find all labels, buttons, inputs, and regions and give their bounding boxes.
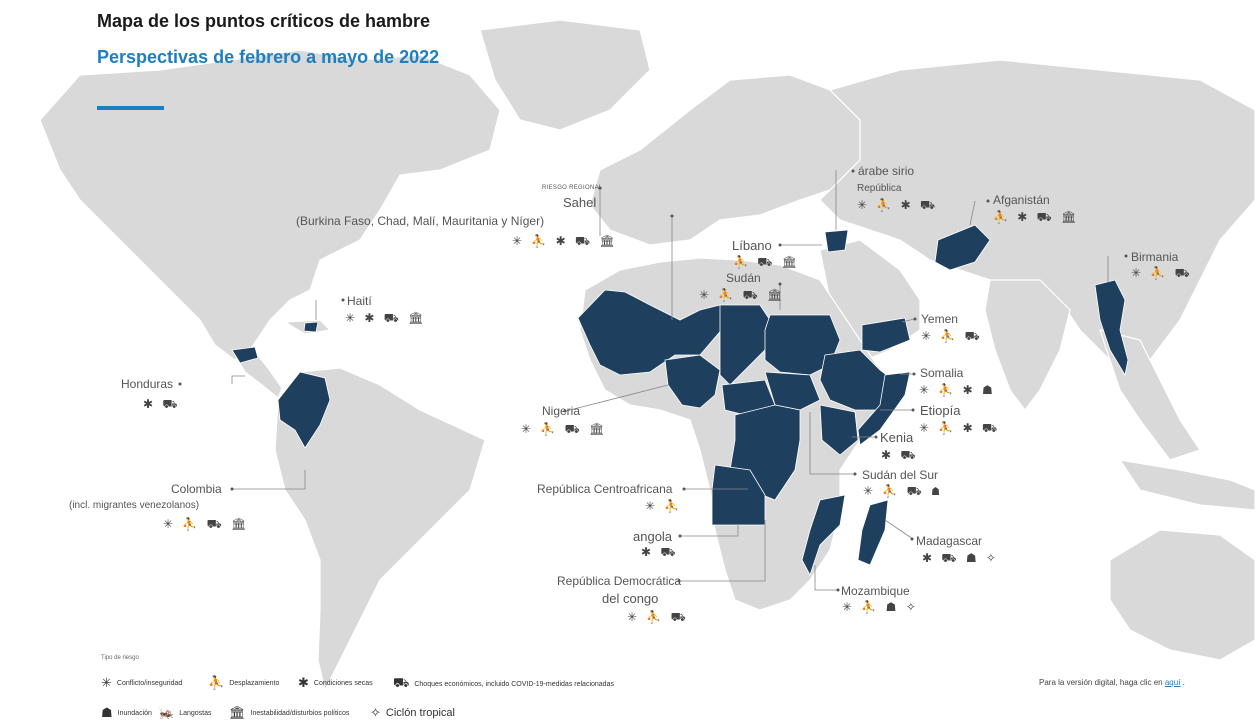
risk-icons-sudan: ✳ ⛹ ⛟ 🏛 [699,288,786,302]
hotspot-afghanistan [934,224,991,271]
legend-title: Tipo de riesgo [101,655,139,661]
legend-item-economic: ⛟ Choques económicos, incluido COVID-19-m… [393,675,614,690]
digital-version-link[interactable]: aquí [1164,678,1181,687]
risk-icons-etiopia: ✳ ⛹ ✱ ⛟ [919,421,1001,435]
label-car: República Centroafricana [537,482,673,496]
conflict-icon: ✳ [101,675,112,690]
label-madagascar: Madagascar [916,534,983,548]
label-haiti: Haití [347,294,372,308]
hotspot-honduras [231,346,259,364]
risk-icons-afganistan: ⛹ ✱ ⛟ 🏛 [993,210,1080,224]
label-libano: Líbano [732,238,772,253]
hotspot-madagascar [857,499,889,566]
risk-icons-libano: ⛹ ⛟ 🏛 [733,255,800,269]
label-yemen: Yemen [921,312,958,326]
label-angola: angola [633,529,673,544]
hotspot-mozambique [801,494,846,577]
risk-icons-nigeria: ✳ ⛹ ⛟ 🏛 [521,422,608,436]
label-nigeria: Nigeria [542,404,581,418]
label-honduras: Honduras [121,377,174,391]
label-colombia: Colombia [171,482,222,496]
cyclone-icon: ✧ [370,705,381,720]
legend-item-conflict: ✳ Conflicto/inseguridad [101,675,183,690]
risk-icons-kenia: ✱ ⛟ [881,448,919,462]
map-subtitle: Perspectivas de febrero a mayo de 2022 [97,47,440,67]
risk-icons-mozambique: ✳ ⛹ ☗ ✧ [842,600,919,614]
risk-icons-sudan-del-sur: ✳ ⛹ ⛟ ☗ [863,484,943,498]
label-etiopia: Etiopía [920,403,961,418]
locust-icon: 🦗 [158,705,175,720]
asia [819,59,1256,381]
label-somalia: Somalia [920,366,964,380]
risk-icons-honduras: ✱ ⛟ [143,397,181,411]
hotspot-haiti [303,321,319,333]
label-sahel: Sahel [563,195,597,210]
label-drc-note: del congo [602,591,659,606]
hotspot-south-sudan [764,371,821,411]
risk-icons-somalia: ✳ ⛹ ✱ ☗ [919,383,996,397]
title-accent-bar [97,106,164,110]
displacement-icon: ⛹ [208,675,225,690]
flood-icon: ☗ [101,705,113,720]
legend-item-locusts: 🦗 Langostas [158,705,212,720]
risk-icons-sahel: ✳ ⛹ ✱ ⛟ 🏛 [512,234,618,248]
risk-icons-yemen: ✳ ⛹ ⛟ [921,329,983,343]
risk-icons-syria: ✳ ⛹ ✱ ⛟ [857,198,939,212]
risk-icons-madagascar: ✱ ⛟ ☗ ✧ [922,551,999,565]
label-sudan-del-sur: Sudán del Sur [862,468,939,482]
hotspot-colombia [277,371,331,449]
hotspot-myanmar [1094,279,1129,377]
political-instability-icon: 🏛 [229,705,246,720]
india [984,279,1071,411]
hotspot-yemen [861,317,911,353]
south-america [274,367,486,692]
hotspot-somalia [857,371,911,446]
legend-item-cyclone: ✧ Ciclón tropical [370,705,455,720]
hotspot-kenia [819,404,859,456]
hotspot-syria [824,229,849,253]
australia [1109,529,1256,661]
risk-icons-colombia: ✳ ⛹ ⛟ 🏛 [163,517,250,531]
risk-icons-birmania: ✳ ⛹ ⛟ [1131,266,1193,280]
risk-icons-car: ✳ ⛹ [645,499,683,513]
digital-version-note: Para la versión digital, haga clic en aq… [1039,678,1185,687]
greenland [479,19,651,131]
label-syria-note: República [857,183,902,194]
risk-icons-haiti: ✳ ✱ ⛟ 🏛 [345,311,427,325]
label-sahel-detail: (Burkina Faso, Chad, Malí, Mauritania y … [296,214,545,228]
label-syria: árabe sirio [858,164,915,178]
legend-item-political: 🏛 Inestabilidad/disturbios políticos [229,705,350,720]
regional-risk-tag: RIESGO REGIONAL [542,185,603,191]
legend-item-flood: ☗ Inundación [101,705,152,720]
legend-item-dry: ✱ Condiciones secas [298,675,373,690]
risk-icons-angola: ✱ ⛟ [641,545,679,559]
hotspot-sahel-chad [719,304,771,386]
legend-item-displacement: ⛹ Desplazamiento [208,675,280,690]
risk-icons-drc: ✳ ⛹ ⛟ [627,610,689,624]
leader-lines [231,170,1109,591]
economic-shock-icon: ⛟ [393,675,410,690]
hotspot-nigeria [664,354,721,409]
map-title: Mapa de los puntos críticos de hambre [97,11,431,31]
label-afganistan: Afganistán [993,193,1050,207]
dry-conditions-icon: ✱ [298,675,309,690]
label-mozambique: Mozambique [841,584,910,598]
label-sudan: Sudán [726,271,761,285]
label-colombia-note: (incl. migrantes venezolanos) [69,500,200,511]
europe [589,74,861,246]
label-kenia: Kenia [880,430,914,445]
north-america [39,49,501,361]
label-drc: República Democrática [557,574,682,588]
indonesia [1118,459,1256,511]
leader-dots [178,169,1128,592]
hotspot-layer [231,224,1129,577]
label-birmania: Birmania [1131,250,1179,264]
